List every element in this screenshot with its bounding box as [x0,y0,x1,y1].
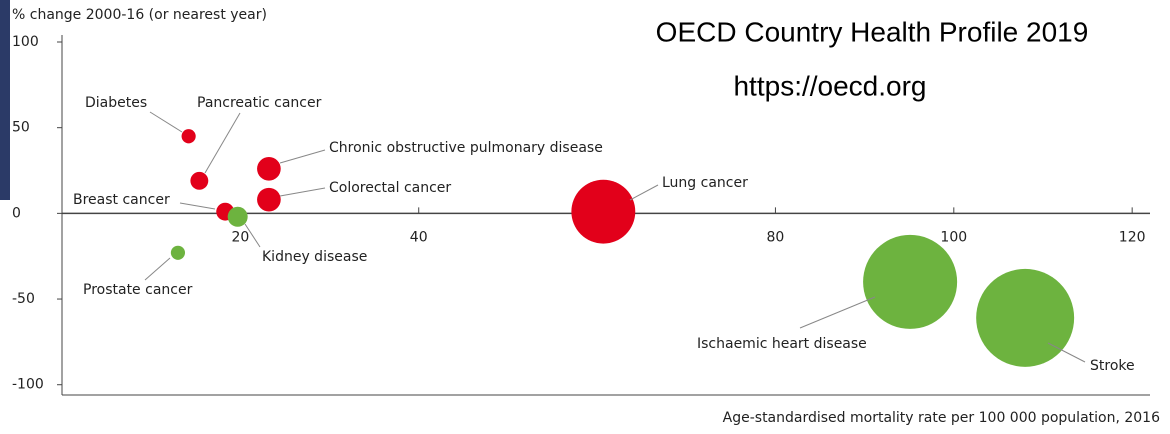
point-label: Lung cancer [662,175,748,191]
x-tick-label: 100 [940,229,967,245]
point-label: Ischaemic heart disease [697,336,867,352]
point-label: Breast cancer [73,192,170,208]
y-tick-label: -100 [12,377,44,393]
leader-line [149,111,183,133]
y-axis-title: % change 2000-16 (or nearest year) [12,7,267,23]
x-tick-label: 80 [767,229,785,245]
bubble [190,171,209,190]
point-label: Kidney disease [262,249,367,265]
leader-line [1047,342,1086,363]
point-label: Chronic obstructive pulmonary disease [329,140,603,156]
leader-line [279,187,326,197]
y-tick-label: 50 [12,120,30,136]
leader-line [629,184,659,201]
leader-line [204,112,241,174]
point-label: Stroke [1090,358,1135,374]
bubble [227,206,248,227]
y-tick-label: 0 [12,205,21,221]
bubble [170,245,186,260]
overlay-url: https://oecd.org [733,70,926,101]
overlay-title: OECD Country Health Profile 2019 [656,16,1089,47]
x-axis-title: Age-standardised mortality rate per 100 … [723,410,1160,426]
bubble [181,129,196,144]
bubble [976,268,1075,367]
leader-line [799,296,876,329]
point-label: Diabetes [85,95,147,111]
x-tick-label: 120 [1119,229,1146,245]
y-tick-label: 100 [12,34,39,50]
point-label: Pancreatic cancer [197,95,322,111]
bubble [571,179,636,244]
y-tick-label: -50 [12,291,35,307]
leader-line [179,202,216,210]
point-label: Colorectal cancer [329,180,451,196]
leader-line [279,149,326,164]
bubble [257,156,281,181]
x-tick-label: 20 [231,229,249,245]
leader-line [244,223,261,248]
x-tick-label: 40 [410,229,428,245]
leader-line [144,257,171,281]
point-label: Prostate cancer [83,282,193,298]
bubble [257,187,281,212]
side-bar [0,0,10,200]
bubble [863,234,958,329]
